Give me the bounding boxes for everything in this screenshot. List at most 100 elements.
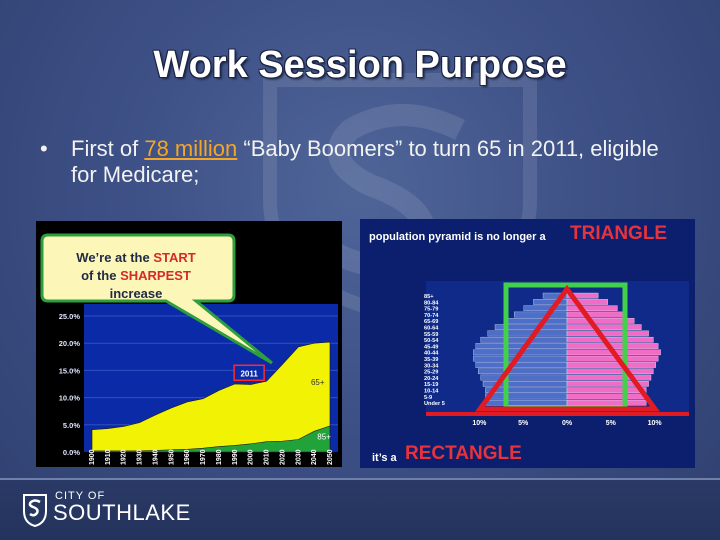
bullet-prefix: First of xyxy=(71,136,145,161)
pyramid-age-label: 85+ xyxy=(424,294,434,300)
pyramid-bar-right xyxy=(566,368,654,375)
pyramid-age-label: 45-49 xyxy=(424,344,438,350)
aging-x-tick: 2010 xyxy=(264,449,271,465)
pyramid-age-label: 10-14 xyxy=(424,389,439,395)
pyramid-age-label: 15-19 xyxy=(424,382,438,388)
aging-x-tick: 2040 xyxy=(311,449,318,465)
pyramid-bar-right xyxy=(566,311,625,318)
pyramid-bar-right xyxy=(566,393,647,400)
callout-line1-b: START xyxy=(153,250,196,265)
aging-x-tick: 2050 xyxy=(327,449,334,465)
pyramid-x-tick: 5% xyxy=(606,420,617,427)
bullet-highlight: 78 million xyxy=(144,136,238,161)
pyramid-bar-right xyxy=(566,324,642,330)
pyramid-bar-right xyxy=(566,318,635,324)
footer-bar xyxy=(0,480,720,540)
aging-x-tick: 1910 xyxy=(105,449,112,465)
pyramid-bar-right xyxy=(566,399,647,406)
pyramid-age-label: 20-24 xyxy=(424,376,439,382)
logo-southlake: SOUTHLAKE xyxy=(53,500,191,525)
aging-x-tick: 2030 xyxy=(295,449,302,465)
aging-x-tick: 1900 xyxy=(89,449,96,465)
pyramid-bar-left xyxy=(478,368,568,375)
logo-city-of: CITY OF xyxy=(55,490,106,502)
aging-x-tick: 1940 xyxy=(152,449,159,465)
aging-population-chart: 65+ 85+ 25.0% 20.0% 15.0% 10.0% 5.0% 0.0% 1900… xyxy=(36,221,342,467)
aging-series-area-65+ xyxy=(91,341,331,453)
callout-line3: increase xyxy=(109,286,163,301)
callout-bubble xyxy=(40,233,273,365)
pyramid-bar-left xyxy=(485,399,568,406)
aging-y-tick: 0.0% xyxy=(63,448,80,457)
bullet-suffix: “Baby Boomers” to turn 65 in 2011, eligi… xyxy=(71,136,659,187)
pyramid-age-label: 55-59 xyxy=(424,332,438,338)
pyramid-age-label: 5-9 xyxy=(424,395,432,401)
bullet-item: • First of 78 million “Baby Boomers” to … xyxy=(40,136,680,188)
southlake-shield-icon xyxy=(23,494,47,527)
aging-y-tick: 10.0% xyxy=(59,394,81,403)
bullet-dot: • xyxy=(40,136,48,161)
aging-y-tick: 20.0% xyxy=(59,339,81,348)
aging-series-label-65: 65+ xyxy=(311,378,325,387)
pyramid-bar-right xyxy=(566,305,618,312)
callout-line2-b: SHARPEST xyxy=(120,268,191,283)
pyramid-age-label: 60-64 xyxy=(424,326,439,332)
pyramid-rectangle-label: RECTANGLE xyxy=(405,443,522,464)
pyramid-bar-right xyxy=(566,336,654,343)
pyramid-age-label: 35-39 xyxy=(424,357,438,363)
pyramid-age-label: 80-84 xyxy=(424,300,439,306)
aging-series-label-85: 85+ xyxy=(317,432,331,441)
aging-x-tick: 2000 xyxy=(248,449,255,465)
pyramid-bar-right xyxy=(566,387,647,393)
pyramid-bar-right xyxy=(566,299,608,305)
pyramid-bar-right xyxy=(566,292,599,299)
aging-y-tick: 5.0% xyxy=(63,421,80,430)
aging-x-tick: 1980 xyxy=(216,449,223,465)
slide-title: Work Session Purpose xyxy=(153,44,567,86)
pyramid-x-tick: 5% xyxy=(518,420,529,427)
pyramid-bar-left xyxy=(487,330,568,337)
aging-x-tick: 1960 xyxy=(184,449,191,465)
pyramid-triangle-label: TRIANGLE xyxy=(570,223,668,244)
aging-chart-svg: 65+ 85+ 25.0% 20.0% 15.0% 10.0% 5.0% 0.0% 1900… xyxy=(59,304,338,465)
pyramid-bar-right xyxy=(566,362,656,368)
pyramid-bar-left xyxy=(504,318,568,324)
aging-x-tick: 1990 xyxy=(232,449,239,465)
pyramid-bar-right xyxy=(566,355,659,362)
callout-text: We’re at the START of the SHARPEST incre… xyxy=(44,249,228,303)
triangle-overlay xyxy=(475,284,660,412)
footer-divider xyxy=(0,478,720,480)
aging-y-tick: 25.0% xyxy=(59,312,81,321)
pyramid-age-label: 75-79 xyxy=(424,307,438,313)
aging-marker-box xyxy=(233,364,265,382)
aging-x-tick: 1920 xyxy=(121,449,128,465)
population-pyramid-chart: 85+ 80-84 75-79 70-74 65-69 60-64 55-59 50-54 45… xyxy=(360,219,695,468)
pyramid-bar-right xyxy=(566,330,649,337)
pyramid-bar-right xyxy=(566,374,652,381)
pyramid-bar-left xyxy=(480,336,568,343)
aging-x-tick: 2020 xyxy=(279,449,286,465)
pyramid-chart-svg: 85+80-8475-7970-7465-6960-6455-5950-5445… xyxy=(424,281,689,427)
aging-series-area-85+ xyxy=(91,425,331,453)
pyramid-top-label: population pyramid is no longer a xyxy=(369,231,546,243)
aging-x-tick: 1970 xyxy=(200,449,207,465)
pyramid-bottom-label: it’s a xyxy=(372,452,397,464)
pyramid-age-label: 65-69 xyxy=(424,319,438,325)
pyramid-age-label: Under 5 xyxy=(424,401,445,407)
pyramid-x-tick: 0% xyxy=(562,420,573,427)
aging-x-tick: 1930 xyxy=(137,449,144,465)
pyramid-age-label: 40-44 xyxy=(424,351,439,357)
aging-y-tick: 15.0% xyxy=(59,366,81,375)
callout-line2-a: of the xyxy=(81,268,121,283)
callout-line1-a: We’re at the xyxy=(76,250,154,265)
pyramid-bar-left xyxy=(475,362,568,368)
pyramid-bar-left xyxy=(514,311,568,318)
aging-marker-label: 2011 xyxy=(240,369,258,378)
bullet-text: First of 78 million “Baby Boomers” to tu… xyxy=(40,136,680,188)
pyramid-age-label: 30-34 xyxy=(424,363,439,369)
pyramid-bar-left xyxy=(485,393,568,400)
pyramid-age-label: 50-54 xyxy=(424,338,439,344)
aging-x-tick: 1950 xyxy=(168,449,175,465)
pyramid-age-label: 70-74 xyxy=(424,313,439,319)
pyramid-bar-right xyxy=(566,381,649,387)
